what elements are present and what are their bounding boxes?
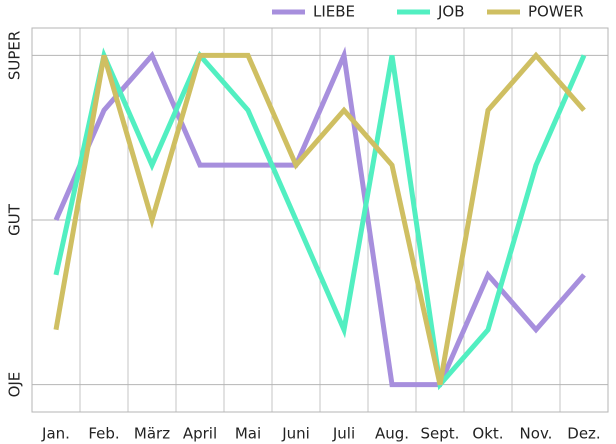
- x-tick-label: Jan.: [41, 425, 70, 443]
- x-tick-label: Mai: [235, 425, 261, 443]
- x-tick-label: Dez.: [567, 425, 600, 443]
- x-tick-label: Juni: [281, 425, 310, 443]
- x-tick-label: Okt.: [472, 425, 503, 443]
- x-tick-label: Sept.: [421, 425, 460, 443]
- x-tick-label: März: [134, 425, 170, 443]
- x-tick-label: Feb.: [88, 425, 119, 443]
- legend-label: LIEBE: [313, 3, 355, 21]
- line-series: [53, 51, 586, 386]
- y-tick-label: GUT: [6, 203, 24, 236]
- legend-label: POWER: [528, 3, 584, 21]
- legend-label: JOB: [437, 3, 465, 21]
- x-tick-label: Juli: [332, 425, 355, 443]
- line-series: [53, 46, 586, 388]
- x-tick-label: April: [183, 425, 217, 443]
- line-series: [53, 47, 587, 391]
- y-tick-label: SUPER: [6, 31, 24, 80]
- x-tick-label: Nov.: [520, 425, 553, 443]
- y-tick-label: OJE: [6, 372, 24, 398]
- x-tick-label: Aug.: [375, 425, 409, 443]
